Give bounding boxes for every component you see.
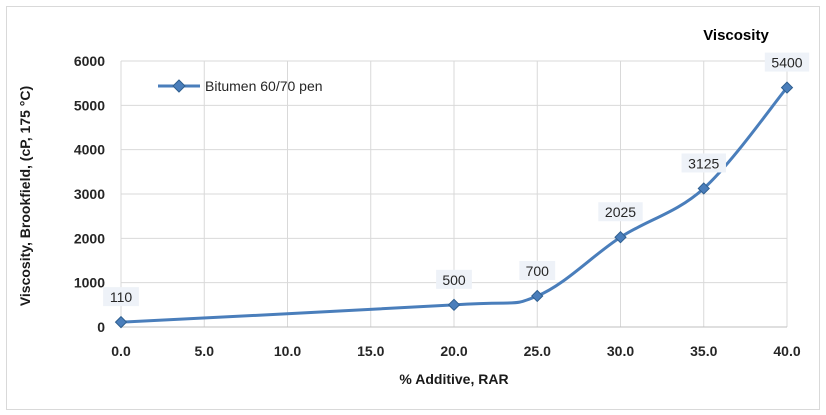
data-label: 700 xyxy=(526,263,550,279)
y-tick-labels: 0 1000 2000 3000 4000 5000 6000 xyxy=(74,53,105,335)
x-tick-label: 20.0 xyxy=(440,343,467,359)
chart-title: Viscosity xyxy=(703,27,769,44)
data-label-bg xyxy=(436,269,472,289)
x-tick-label: 5.0 xyxy=(195,343,215,359)
data-label-bg xyxy=(598,202,643,222)
data-point-marker xyxy=(531,289,544,303)
y-tick-label: 3000 xyxy=(74,186,105,202)
x-tick-label: 35.0 xyxy=(690,343,717,359)
y-tick-label: 4000 xyxy=(74,142,105,158)
data-point-marker xyxy=(614,231,627,244)
series-line xyxy=(120,86,789,324)
y-tick-label: 2000 xyxy=(74,230,105,246)
series-layer xyxy=(114,81,794,329)
data-point-marker xyxy=(697,182,710,195)
x-tick-label: 15.0 xyxy=(357,343,384,359)
data-point-marker xyxy=(114,315,128,329)
x-axis-title: % Additive, RAR xyxy=(399,371,508,387)
x-tick-label: 0.0 xyxy=(111,343,131,359)
y-tick-label: 0 xyxy=(97,319,105,335)
chart-frame xyxy=(6,6,820,410)
data-label: 3125 xyxy=(688,155,719,171)
y-axis-title: Viscosity, Brookfield, (cP, 175 °C) xyxy=(17,86,33,306)
legend-diamond-marker xyxy=(172,79,186,93)
data-labels: 110 500 700 2025 3125 5400 xyxy=(103,52,810,307)
data-label: 5400 xyxy=(771,55,802,71)
x-tick-labels: 0.0 5.0 10.0 15.0 20.0 25.0 30.0 35.0 40.0 xyxy=(111,343,801,359)
legend-label: Bitumen 60/70 pen xyxy=(205,78,323,94)
x-tick-label: 40.0 xyxy=(773,343,800,359)
x-tick-label: 30.0 xyxy=(607,343,634,359)
data-label: 500 xyxy=(442,272,466,288)
x-tick-label: 25.0 xyxy=(524,343,551,359)
x-tick-label: 10.0 xyxy=(274,343,301,359)
data-point-marker xyxy=(447,298,461,312)
y-tick-label: 6000 xyxy=(74,53,105,69)
data-label: 110 xyxy=(110,289,133,305)
data-label-bg xyxy=(519,260,556,280)
y-tick-label: 5000 xyxy=(74,97,105,113)
data-label-bg xyxy=(764,52,810,72)
data-label-bg xyxy=(681,153,726,173)
data-label: 2025 xyxy=(605,204,636,220)
data-point-marker xyxy=(780,81,794,94)
data-label-bg xyxy=(103,287,139,307)
y-tick-label: 1000 xyxy=(74,275,105,291)
legend: Bitumen 60/70 pen xyxy=(158,78,323,94)
